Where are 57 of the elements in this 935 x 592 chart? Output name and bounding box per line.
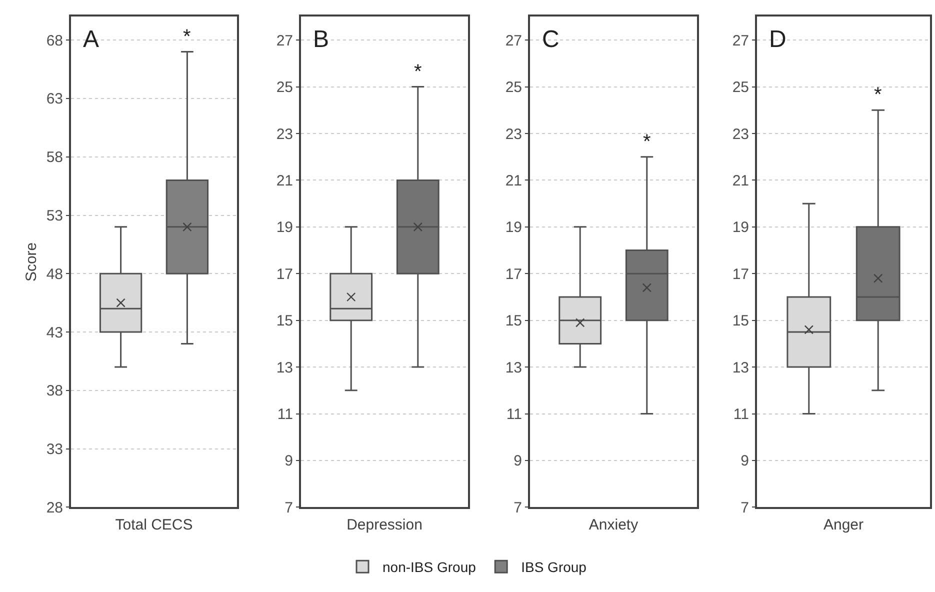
y-tick-label: 11 [277, 406, 293, 423]
y-tick-label: 25 [276, 79, 293, 96]
chart-title: A [83, 26, 100, 53]
y-tick-label: 9 [514, 452, 522, 470]
y-tick-label: 25 [732, 79, 749, 96]
x-axis-title: Anxiety [588, 516, 639, 534]
y-tick-label: 19 [732, 219, 749, 236]
y-axis-title: Score [23, 242, 40, 282]
y-tick-label: 17 [732, 266, 749, 283]
y-tick-label: 13 [505, 359, 522, 376]
y-tick-label: 7 [514, 499, 522, 516]
annotation: * [874, 84, 882, 106]
x-axis-title: Depression [346, 516, 422, 534]
y-tick-label: 11 [733, 406, 749, 423]
y-tick-label: 23 [505, 126, 522, 143]
y-tick-label: 33 [46, 441, 63, 458]
x-axis-title: Anger [823, 516, 864, 534]
y-tick-label: 11 [506, 406, 522, 423]
y-tick-label: 23 [276, 126, 293, 143]
y-tick-label: 63 [46, 90, 63, 108]
y-tick-label: 23 [732, 126, 749, 143]
y-tick-label: 21 [505, 172, 522, 190]
chart-title: D [769, 26, 786, 53]
y-tick-label: 13 [732, 359, 749, 376]
y-tick-label: 7 [740, 499, 749, 516]
y-tick-label: 17 [505, 266, 522, 283]
y-tick-label: 19 [276, 219, 293, 236]
y-tick-label: 17 [276, 266, 293, 283]
y-tick-label: 28 [46, 499, 63, 516]
y-tick-label: 27 [732, 32, 749, 50]
y-tick-label: 43 [46, 324, 63, 342]
y-tick-label: 68 [46, 32, 63, 50]
legend-label: non-IBS Group [382, 559, 476, 576]
y-tick-label: 27 [505, 32, 522, 50]
y-tick-label: 48 [46, 266, 63, 283]
y-tick-label: 7 [284, 499, 293, 516]
y-tick-label: 58 [46, 149, 63, 166]
y-tick-label: 21 [732, 172, 749, 190]
y-tick-label: 25 [505, 79, 522, 96]
y-tick-label: 38 [46, 382, 63, 400]
annotation: * [183, 26, 191, 48]
annotation: * [643, 131, 651, 153]
chart-title: B [313, 26, 330, 53]
y-tick-label: 15 [276, 312, 293, 330]
chart-title: C [542, 26, 560, 53]
y-tick-label: 19 [505, 219, 522, 236]
annotation: * [414, 61, 422, 83]
y-tick-label: 15 [732, 312, 749, 330]
y-tick-label: 9 [284, 452, 293, 470]
legend-label: IBS Group [521, 559, 587, 576]
y-tick-label: 9 [740, 452, 749, 470]
x-axis-title: Total CECS [115, 516, 193, 534]
y-tick-label: 15 [505, 312, 522, 330]
y-tick-label: 53 [46, 208, 63, 224]
y-tick-label: 21 [276, 172, 293, 190]
y-tick-label: 13 [276, 359, 293, 376]
y-tick-label: 27 [276, 32, 293, 50]
